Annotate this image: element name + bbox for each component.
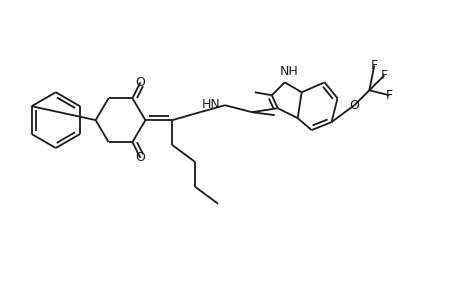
Text: F: F <box>385 89 392 102</box>
Text: NH: NH <box>279 65 297 78</box>
Text: O: O <box>135 76 145 89</box>
Text: O: O <box>349 99 358 112</box>
Text: F: F <box>370 59 377 72</box>
Text: HN: HN <box>202 98 220 111</box>
Text: F: F <box>380 69 387 82</box>
Text: O: O <box>135 152 145 164</box>
